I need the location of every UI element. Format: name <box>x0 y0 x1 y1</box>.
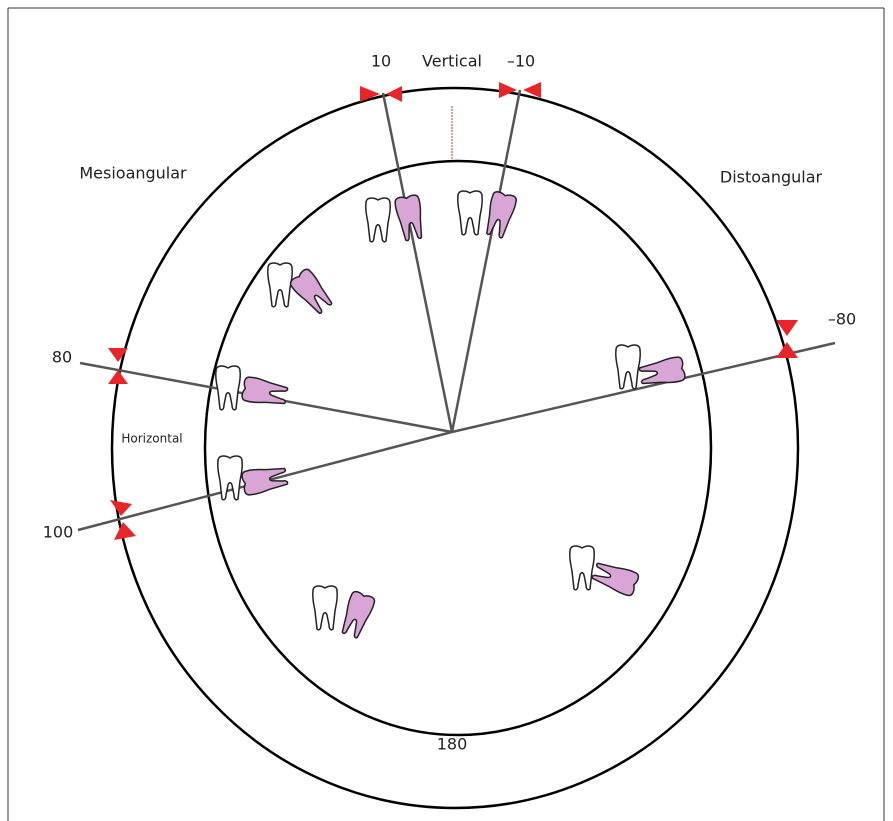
diagram: 10 Vertical –10 Mesioangular Distoangula… <box>0 0 893 821</box>
label-80: 80 <box>52 348 72 367</box>
label-minus-10: –10 <box>507 52 535 71</box>
label-minus-80: –80 <box>828 310 856 329</box>
label-180: 180 <box>437 735 468 754</box>
teeth <box>216 191 686 640</box>
label-vertical: Vertical <box>422 52 482 71</box>
label-mesioangular: Mesioangular <box>79 164 187 183</box>
label-100: 100 <box>43 523 74 542</box>
frame <box>8 8 884 821</box>
markers <box>108 82 798 540</box>
rays <box>78 90 835 530</box>
label-horizontal: Horizontal <box>121 432 182 446</box>
inner-circle <box>205 161 711 735</box>
label-distoangular: Distoangular <box>720 168 823 187</box>
label-10: 10 <box>371 52 391 71</box>
outer-circle <box>112 88 798 808</box>
